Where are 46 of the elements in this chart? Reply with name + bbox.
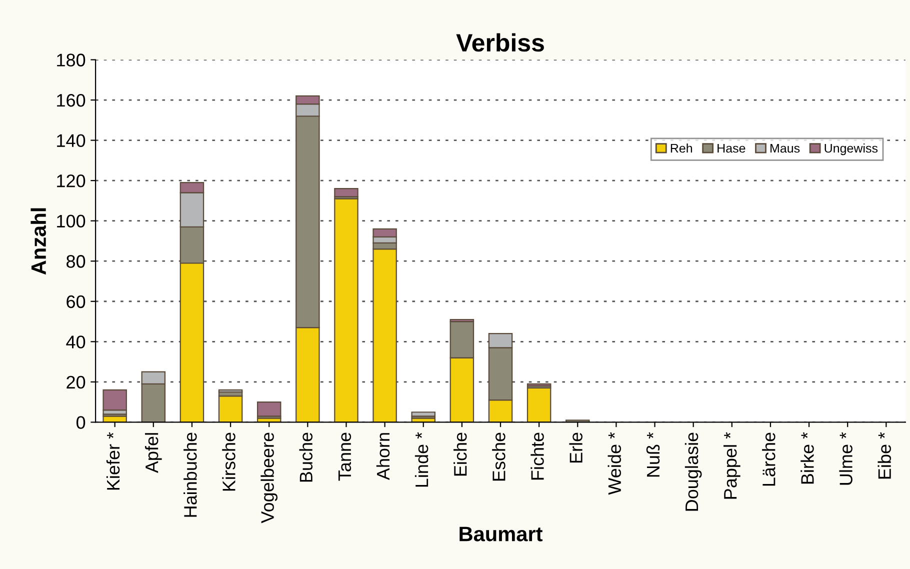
bar [334,198,358,422]
bar [526,387,552,422]
x-axis-title: Baumart [460,526,543,542]
y-tick-label: 0 [76,416,86,429]
bar [218,395,243,422]
y-tick-label: 100 [57,214,86,228]
legend-label: Ungewiss [824,143,878,156]
x-tick-label: Birke * [800,432,814,484]
x-tick-label: Weide * [608,432,622,495]
x-tick-label: Ahorn [376,433,390,480]
x-tick-label: Eiche [454,432,467,476]
x-tick-label: Pappel * [723,432,740,499]
x-tick-label: Lärche [762,432,776,486]
x-tick-label: Apfel [144,433,162,474]
y-tick-label: 120 [57,174,86,188]
x-tick-label: Douglasie [684,432,702,511]
x-tick-label: Eibe * [878,432,892,479]
legend-label: Maus [770,144,800,153]
y-tick-label: 20 [66,376,86,389]
legend-label: Hase [718,144,746,153]
y-tick-label: 140 [57,134,86,148]
x-tick-label: Hainbuche [184,432,197,517]
y-tick-label: 160 [57,94,86,107]
x-tick-label: Buche [299,432,313,482]
x-tick-label: Tanne [338,432,352,481]
bar [256,402,282,417]
bar [411,412,436,417]
y-axis-title: Anzahl [30,208,46,275]
x-tick-label: Vogelbeere [260,432,278,524]
legend-label: Reh [670,143,692,153]
y-tick-label: 80 [66,255,86,268]
y-tick-label: 60 [66,295,86,308]
x-tick-label: Nuß * [646,432,660,477]
bar [334,188,358,198]
x-tick-label: Kirsche [222,432,236,491]
x-tick-label: Kiefer * [106,432,120,490]
y-tick-label: 40 [66,336,86,348]
x-tick-label: Ulme * [839,432,852,485]
x-tick-label: Esche [492,432,506,481]
x-tick-label: Linde * [414,432,428,487]
x-tick-label: Erle [569,432,582,463]
x-tick-label: Fichte [530,432,544,480]
y-tick-label: 180 [57,54,86,66]
chart-title: Verbiss [456,33,544,52]
bar [102,389,127,411]
bar [218,389,243,393]
